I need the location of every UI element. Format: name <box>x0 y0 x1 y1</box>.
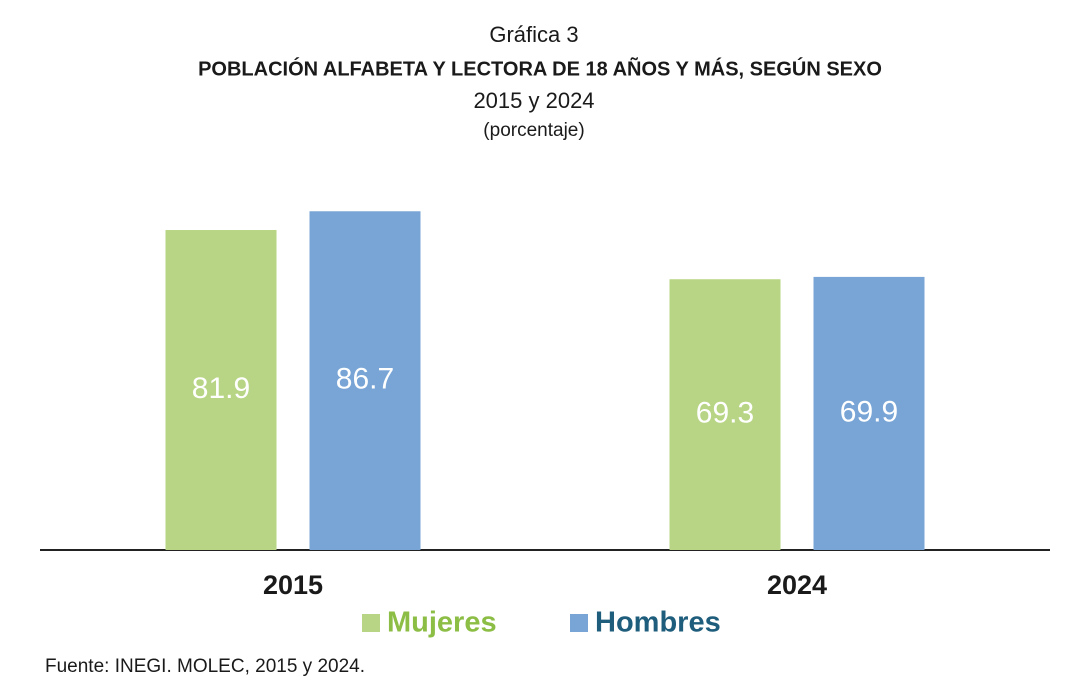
chart-label: Gráfica 3 <box>489 22 578 47</box>
bar <box>669 279 781 550</box>
legend-label: Hombres <box>595 607 721 639</box>
unit-label: (porcentaje) <box>483 120 584 141</box>
value-label: 81.9 <box>192 372 250 405</box>
value-label: 69.3 <box>696 397 754 430</box>
bar <box>813 276 925 550</box>
bar <box>309 211 421 550</box>
x-tick-label: 2024 <box>767 570 827 600</box>
source: Fuente: INEGI. MOLEC, 2015 y 2024. <box>45 656 365 677</box>
value-label: 86.7 <box>336 363 394 396</box>
legend-label: Mujeres <box>387 607 497 639</box>
legend-swatch <box>570 614 588 632</box>
chart-subtitle: 2015 y 2024 <box>473 88 594 113</box>
value-label: 69.9 <box>840 395 898 428</box>
legend-swatch <box>362 614 380 632</box>
bar <box>165 230 277 550</box>
chart-title: POBLACIÓN ALFABETA Y LECTORA DE 18 AÑOS … <box>198 56 882 80</box>
x-tick-label: 2015 <box>263 570 323 600</box>
